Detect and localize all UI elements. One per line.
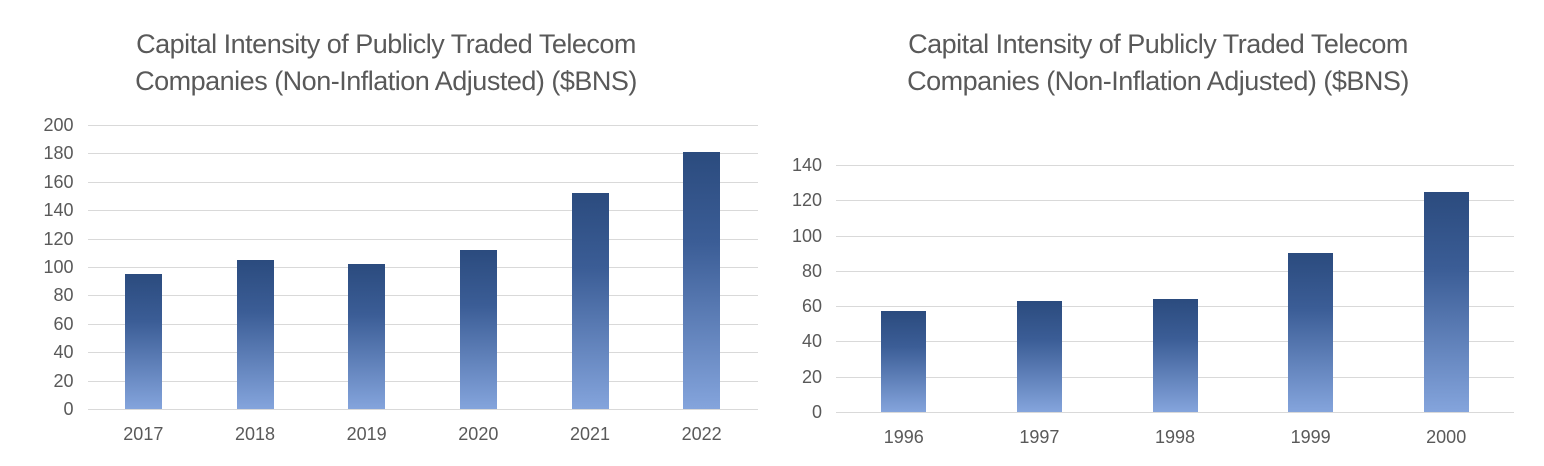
y-axis-tick-label: 140 xyxy=(791,155,822,176)
y-axis-tick-label: 40 xyxy=(801,331,822,352)
gridline xyxy=(87,125,758,126)
gridline xyxy=(87,181,758,183)
gridline xyxy=(87,409,758,410)
plot-area: 0 20 40 60 80 100 120 140 1996 1997 1998 1999 2000 xyxy=(772,0,1544,466)
bar-2019 xyxy=(348,264,386,409)
gridline xyxy=(836,270,1514,272)
y-axis-tick-label: 100 xyxy=(791,225,822,246)
chart-title-line-2: Companies (Non-Inflation Adjusted) ($BNS… xyxy=(907,66,1409,96)
bar-1999 xyxy=(1288,253,1334,412)
x-axis-label-2020: 2020 xyxy=(458,424,499,444)
y-axis-tick-label: 180 xyxy=(43,143,74,164)
chart-title: Capital Intensity of Publicly Traded Tel… xyxy=(0,26,772,100)
y-axis-tick-label: 60 xyxy=(53,313,74,334)
gridline xyxy=(87,323,758,325)
bar-2018 xyxy=(236,259,274,409)
bar-2022 xyxy=(683,151,721,409)
y-axis-tick-label: 20 xyxy=(53,370,74,391)
x-axis-label-1997: 1997 xyxy=(1019,427,1060,447)
x-axis-label-1999: 1999 xyxy=(1290,427,1331,447)
gridline xyxy=(87,153,758,155)
y-axis-tick-label: 140 xyxy=(43,200,74,221)
y-axis-tick-label: 80 xyxy=(801,260,822,281)
x-axis-label-1998: 1998 xyxy=(1154,427,1196,447)
x-axis-label-2019: 2019 xyxy=(346,424,387,444)
bar-1996 xyxy=(881,311,927,412)
y-axis-tick-label: 80 xyxy=(53,285,74,306)
bar-1997 xyxy=(1016,300,1062,412)
gridline xyxy=(87,210,758,212)
bar-2017 xyxy=(124,274,162,409)
bar-2020 xyxy=(459,249,497,409)
chart-right: Capital Intensity of Publicly Traded Tel… xyxy=(772,0,1544,466)
gridline xyxy=(87,295,758,297)
y-axis-tick-label: 120 xyxy=(43,228,74,249)
gridline xyxy=(87,352,758,354)
gridline xyxy=(87,238,758,240)
gridline xyxy=(87,267,758,268)
chart-left: Capital Intensity of Publicly Traded Tel… xyxy=(0,26,772,444)
y-axis-tick-label: 0 xyxy=(63,399,74,419)
gridline xyxy=(87,380,758,382)
bar-2000 xyxy=(1423,191,1469,412)
x-axis-label-2018: 2018 xyxy=(234,424,276,444)
y-axis-tick-label: 160 xyxy=(43,171,74,192)
chart-title-line-1: Capital Intensity of Publicly Traded Tel… xyxy=(908,29,1408,59)
chart-title: Capital Intensity of Publicly Traded Tel… xyxy=(772,26,1544,100)
gridline xyxy=(836,165,1514,167)
y-axis-tick-label: 100 xyxy=(43,257,74,277)
y-axis-tick-label: 60 xyxy=(801,296,822,317)
plot-area: 0 20 40 60 80 100 120 140 160 180 200 2017 2018 2019 2… xyxy=(43,115,758,444)
y-axis-tick-label: 200 xyxy=(43,115,74,135)
bar-2021 xyxy=(571,193,609,409)
gridline xyxy=(836,200,1514,202)
x-axis-label-2017: 2017 xyxy=(123,424,164,444)
bar-1998 xyxy=(1152,299,1198,412)
y-axis-tick-label: 120 xyxy=(791,190,822,211)
y-axis-tick-label: 0 xyxy=(811,402,822,422)
y-axis-tick-label: 20 xyxy=(801,366,822,387)
x-axis-label-2022: 2022 xyxy=(681,424,722,444)
x-axis-label-1996: 1996 xyxy=(883,427,924,447)
x-axis-label-2000: 2000 xyxy=(1426,427,1467,447)
x-axis-label-2021: 2021 xyxy=(569,424,611,444)
chart-title-line-1: Capital Intensity of Publicly Traded Tel… xyxy=(136,29,636,59)
gridline xyxy=(836,412,1514,413)
chart-title-line-2: Companies (Non-Inflation Adjusted) ($BNS… xyxy=(135,66,637,96)
y-axis-tick-label: 40 xyxy=(53,342,74,363)
gridline xyxy=(836,235,1514,237)
